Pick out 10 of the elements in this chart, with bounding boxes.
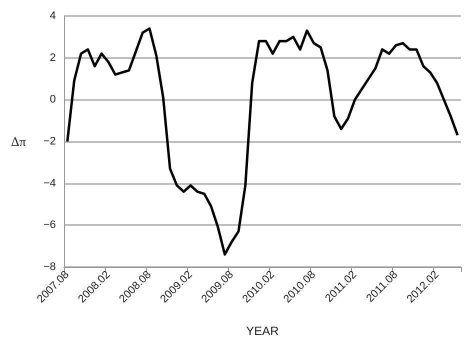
x-axis-title: YEAR: [246, 324, 280, 338]
y-tick-label: −2: [43, 136, 56, 148]
y-tick-label: −4: [43, 177, 56, 190]
y-tick-label: −6: [43, 219, 56, 232]
line-series: [66, 27, 459, 256]
y-tick-label: 0: [50, 94, 56, 106]
y-tick-label: 2: [50, 52, 56, 64]
y-tick-label: 4: [50, 10, 56, 22]
y-tick-label: −8: [43, 261, 56, 273]
y-axis-title: Δπ: [10, 134, 26, 149]
